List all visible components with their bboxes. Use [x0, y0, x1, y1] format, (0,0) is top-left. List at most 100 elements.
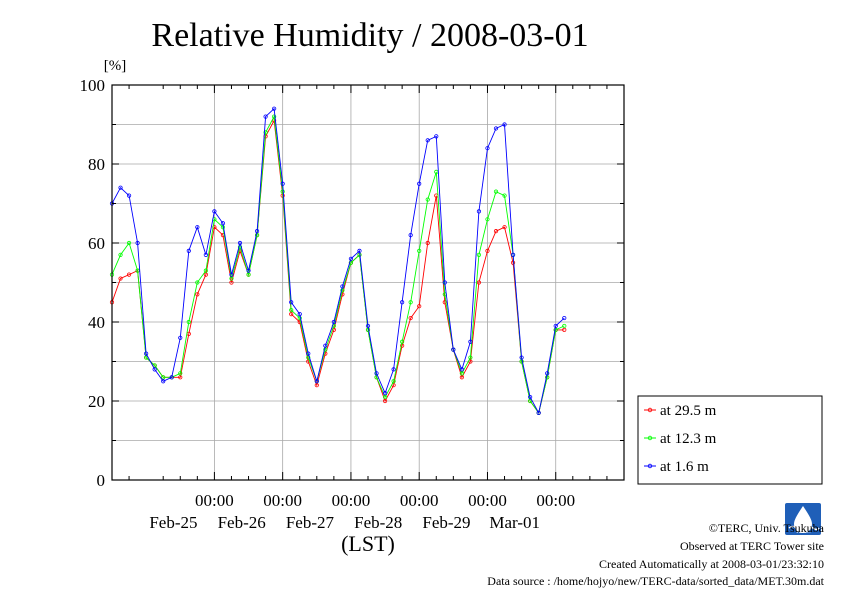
- data-point: [502, 225, 507, 230]
- data-point: [348, 256, 354, 261]
- data-point: [161, 375, 166, 380]
- data-point: [510, 260, 516, 265]
- legend-marker: [647, 435, 653, 441]
- data-point: [365, 323, 371, 329]
- data-point: [562, 323, 567, 329]
- data-point: [314, 379, 319, 384]
- terc-logo: TERC: [785, 503, 821, 535]
- series-at-1-6-m: [109, 106, 567, 415]
- y-tick-label: 100: [80, 76, 106, 95]
- legend-marker: [647, 463, 653, 469]
- data-point: [229, 276, 234, 281]
- data-point: [408, 315, 413, 321]
- data-point: [220, 221, 226, 226]
- data-point: [263, 130, 268, 135]
- data-point: [289, 308, 294, 313]
- x-tick-time: 00:00: [332, 491, 371, 510]
- data-point: [186, 248, 191, 253]
- data-point: [246, 268, 251, 273]
- data-point: [391, 367, 396, 372]
- data-point: [553, 323, 558, 329]
- data-point: [178, 371, 183, 376]
- created-text: Created Automatically at 2008-03-01/23:3…: [599, 557, 824, 571]
- source-text: Data source : /home/hojyo/new/TERC-data/…: [487, 574, 824, 588]
- data-point: [493, 126, 499, 131]
- data-point: [195, 280, 200, 285]
- data-point: [476, 252, 482, 257]
- data-point: [306, 351, 311, 356]
- data-point: [502, 193, 507, 198]
- data-point: [178, 375, 183, 380]
- data-point: [536, 410, 541, 415]
- data-point: [237, 244, 243, 250]
- data-point: [425, 197, 430, 202]
- data-point: [144, 351, 149, 356]
- x-tick-date: Feb-29: [422, 513, 470, 532]
- data-point: [434, 134, 439, 139]
- y-tick-label: 60: [88, 234, 105, 253]
- y-tick-label: 40: [88, 313, 105, 332]
- y-axis-ticks: 0 20 40 60 80 100: [80, 76, 624, 490]
- legend-box: [637, 395, 823, 485]
- data-point: [425, 240, 430, 246]
- data-point: [545, 375, 550, 380]
- data-point: [195, 225, 200, 230]
- legend: at 29.5 m at 12.3 m at 1.6 m: [637, 395, 823, 485]
- data-point: [417, 181, 422, 186]
- data-point: [476, 209, 482, 214]
- data-point: [272, 114, 277, 119]
- series-at-29-5-m: [109, 118, 567, 415]
- legend-label: at 12.3 m: [660, 431, 717, 447]
- x-axis-ticks: 00:00 Feb-25 00:00 Feb-26 00:00 Feb-27 00:00 Fe…: [111, 85, 608, 532]
- data-point: [391, 379, 396, 384]
- data-point: [118, 252, 123, 257]
- x-tick-time: 00:00: [536, 491, 575, 510]
- logo-text: TERC: [795, 529, 810, 535]
- data-point: [468, 339, 473, 344]
- x-tick-date: Feb-25: [149, 513, 197, 532]
- data-point: [493, 229, 499, 234]
- x-tick-date: Feb-28: [354, 513, 402, 532]
- data-point: [562, 327, 567, 332]
- y-tick-label: 0: [97, 471, 106, 490]
- series-at-12-3-m: [109, 114, 567, 415]
- data-point: [493, 189, 499, 194]
- data-point: [314, 383, 319, 388]
- data-point: [382, 390, 388, 396]
- data-point: [126, 193, 132, 198]
- legend-label: at 29.5 m: [660, 403, 717, 419]
- data-point: [528, 394, 533, 400]
- x-tick-time: 00:00: [195, 491, 234, 510]
- data-point: [400, 300, 405, 305]
- data-point: [186, 319, 191, 325]
- data-point: [229, 280, 234, 285]
- data-point: [263, 114, 268, 119]
- data-point: [203, 252, 208, 257]
- data-point: [323, 347, 328, 352]
- series-line: [111, 119, 565, 414]
- data-point: [246, 272, 251, 277]
- data-point: [485, 217, 490, 222]
- y-tick-label: 20: [88, 392, 105, 411]
- x-tick-date: Feb-26: [218, 513, 266, 532]
- data-point: [135, 240, 140, 246]
- data-point: [229, 272, 234, 277]
- data-point: [374, 371, 379, 376]
- data-point: [417, 304, 422, 309]
- data-point: [203, 268, 208, 273]
- x-axis-label: (LST): [341, 531, 395, 556]
- data-point: [323, 343, 328, 348]
- data-point: [451, 347, 456, 352]
- legend-label: at 1.6 m: [660, 459, 709, 475]
- data-point: [476, 280, 482, 285]
- grid-lines: [112, 85, 624, 480]
- data-point: [280, 189, 285, 194]
- y-axis-unit: [%]: [104, 58, 127, 74]
- y-tick-label: 80: [88, 155, 105, 174]
- series-line: [111, 115, 565, 414]
- data-point: [237, 240, 243, 246]
- x-tick-date: Feb-27: [286, 513, 335, 532]
- chart-title: Relative Humidity / 2008-03-01: [151, 17, 588, 54]
- data-point: [382, 394, 388, 400]
- data-point: [408, 233, 413, 238]
